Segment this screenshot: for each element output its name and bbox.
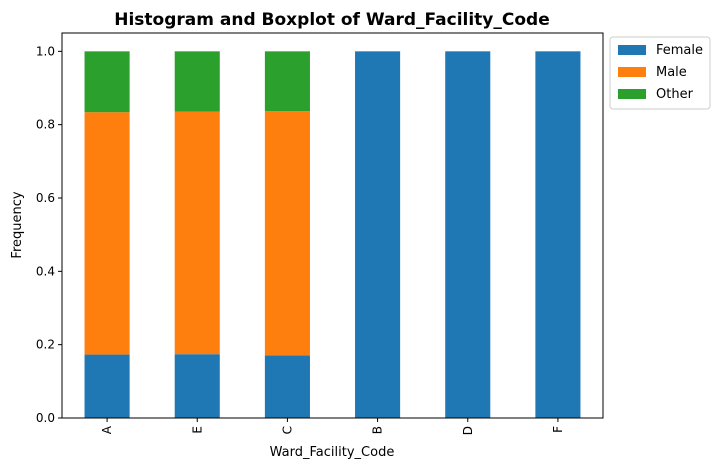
legend-label-female: Female xyxy=(656,43,703,58)
y-axis: 0.0 0.2 0.4 0.6 0.8 1.0 xyxy=(36,44,62,425)
legend-label-other: Other xyxy=(656,87,694,102)
bar-female-E xyxy=(174,354,220,418)
y-tick-label: 0.8 xyxy=(36,118,55,132)
legend-swatch-male xyxy=(618,67,646,77)
bar-male-E xyxy=(174,111,220,355)
y-tick-label: 1.0 xyxy=(36,44,55,58)
y-tick-label: 0.0 xyxy=(36,411,55,425)
legend-swatch-female xyxy=(618,45,646,55)
bar-female-B xyxy=(355,51,401,418)
bars-layer xyxy=(84,51,581,418)
x-tick-label: B xyxy=(371,426,385,434)
x-tick-label: C xyxy=(280,426,294,434)
x-tick-label: D xyxy=(461,426,475,435)
bar-other-C xyxy=(264,51,310,112)
chart-title: Histogram and Boxplot of Ward_Facility_C… xyxy=(114,10,550,30)
bar-other-A xyxy=(84,51,130,113)
x-tick-label: F xyxy=(551,426,565,433)
y-tick-label: 0.6 xyxy=(36,191,55,205)
y-tick-label: 0.4 xyxy=(36,264,55,278)
legend-label-male: Male xyxy=(656,65,687,80)
y-tick-label: 0.2 xyxy=(36,338,55,352)
bar-male-A xyxy=(84,112,130,355)
legend-swatch-other xyxy=(618,89,646,99)
bar-female-C xyxy=(264,355,310,418)
bar-female-A xyxy=(84,354,130,418)
bar-female-D xyxy=(445,51,491,418)
plot-frame xyxy=(61,32,604,419)
legend: Female Male Other xyxy=(609,36,711,110)
x-axis-label: Ward_Facility_Code xyxy=(270,445,395,460)
y-axis-label: Frequency xyxy=(10,191,25,258)
x-tick-label: E xyxy=(190,426,204,434)
bar-female-F xyxy=(535,51,581,418)
bar-other-E xyxy=(174,51,220,112)
bar-male-C xyxy=(264,111,310,356)
x-tick-label: A xyxy=(100,425,114,434)
